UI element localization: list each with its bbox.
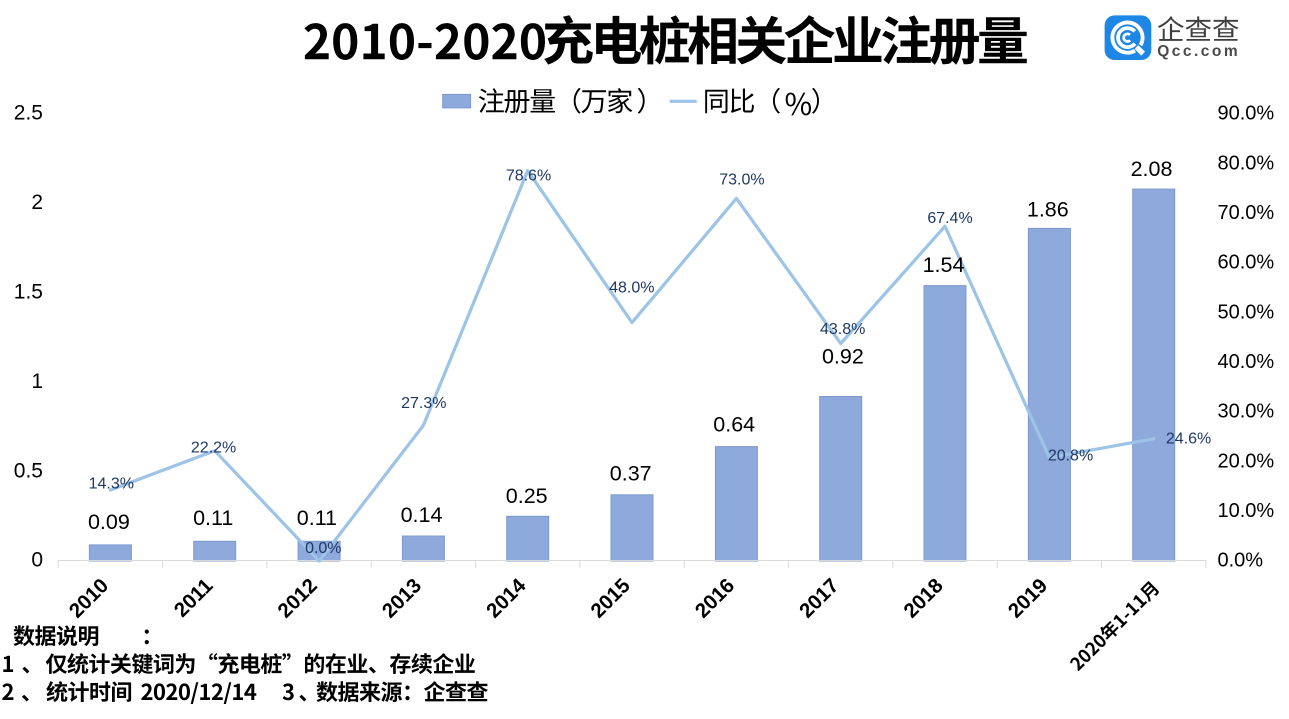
svg-text:0: 0	[31, 549, 43, 572]
svg-text:1.86: 1.86	[1027, 197, 1069, 221]
svg-text:2014: 2014	[482, 574, 531, 623]
svg-text:90.0%: 90.0%	[1218, 103, 1275, 125]
svg-text:2016: 2016	[691, 574, 740, 623]
svg-text:14.3%: 14.3%	[89, 476, 134, 493]
svg-text:1: 1	[31, 370, 43, 393]
svg-text:0.11: 0.11	[297, 506, 337, 530]
svg-text:2013: 2013	[378, 574, 427, 623]
svg-text:2017: 2017	[795, 574, 844, 623]
svg-text:2011: 2011	[170, 574, 218, 622]
svg-text:0.25: 0.25	[506, 484, 548, 508]
svg-text:73.0%: 73.0%	[719, 172, 764, 189]
svg-text:24.6%: 24.6%	[1166, 431, 1211, 448]
svg-text:2019: 2019	[1004, 574, 1053, 623]
svg-text:2.5: 2.5	[14, 102, 43, 125]
svg-text:0.14: 0.14	[401, 503, 443, 527]
svg-text:27.3%: 27.3%	[401, 395, 446, 412]
svg-text:0.0%: 0.0%	[1218, 550, 1264, 572]
svg-text:0.09: 0.09	[88, 510, 130, 534]
svg-text:60.0%: 60.0%	[1218, 252, 1275, 274]
svg-text:1.54: 1.54	[923, 253, 965, 277]
svg-text:20.0%: 20.0%	[1218, 450, 1275, 472]
svg-text:1.5: 1.5	[14, 281, 43, 304]
svg-text:0.64: 0.64	[713, 412, 755, 436]
svg-text:48.0%: 48.0%	[609, 280, 654, 297]
svg-text:2015: 2015	[586, 574, 635, 623]
svg-text:70.0%: 70.0%	[1218, 202, 1275, 224]
svg-text:22.2%: 22.2%	[191, 440, 236, 457]
svg-text:20.8%: 20.8%	[1048, 448, 1093, 465]
svg-text:2012: 2012	[273, 574, 322, 623]
svg-text:30.0%: 30.0%	[1218, 401, 1275, 423]
svg-text:0.92: 0.92	[822, 345, 864, 369]
svg-text:2018: 2018	[899, 574, 948, 623]
svg-text:40.0%: 40.0%	[1218, 351, 1275, 373]
svg-text:0.11: 0.11	[193, 506, 233, 530]
svg-text:2.08: 2.08	[1131, 157, 1173, 181]
svg-text:10.0%: 10.0%	[1218, 500, 1275, 522]
svg-text:0.0%: 0.0%	[305, 540, 341, 557]
svg-text:43.8%: 43.8%	[820, 321, 865, 338]
svg-text:2010: 2010	[65, 574, 114, 623]
svg-text:78.6%: 78.6%	[506, 167, 551, 184]
svg-text:67.4%: 67.4%	[927, 210, 972, 227]
svg-text:Qcc.com: Qcc.com	[1157, 43, 1240, 60]
svg-text:0.5: 0.5	[14, 459, 43, 482]
svg-text:2: 2	[31, 191, 43, 214]
svg-text:0.37: 0.37	[610, 462, 652, 486]
svg-text:80.0%: 80.0%	[1218, 152, 1275, 174]
svg-text:50.0%: 50.0%	[1218, 301, 1275, 323]
